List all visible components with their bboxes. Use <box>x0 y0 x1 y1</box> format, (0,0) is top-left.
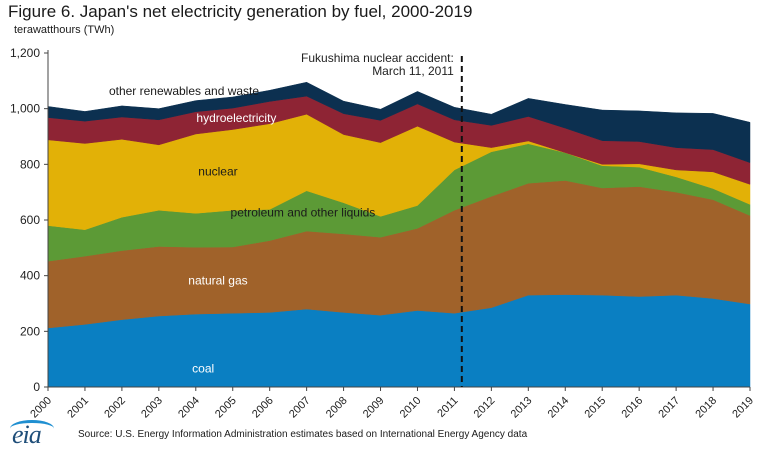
x-tick-label: 2014 <box>546 395 572 421</box>
series-label: petroleum and other liquids <box>231 205 376 219</box>
x-tick-label: 2001 <box>65 395 91 421</box>
x-tick-label: 2015 <box>583 395 609 421</box>
x-tick-label: 2019 <box>730 395 756 421</box>
x-tick-label: 2011 <box>435 395 460 420</box>
series-label: coal <box>192 361 214 375</box>
series-labels-group: coal natural gas petroleum and other liqui… <box>109 84 375 375</box>
source-note: Source: U.S. Energy Information Administ… <box>78 429 528 440</box>
chart-title: Figure 6. Japan's net electricity genera… <box>8 2 473 21</box>
x-tick-label: 2007 <box>287 395 313 421</box>
x-tick-label: 2002 <box>102 395 128 421</box>
x-tick-label: 2004 <box>176 395 202 421</box>
x-tick-label: 2016 <box>619 395 645 421</box>
x-tick-label: 2013 <box>509 395 535 421</box>
y-tick-label: 600 <box>20 213 40 227</box>
y-tick-label: 1,000 <box>10 102 40 116</box>
x-tick-label: 2008 <box>324 395 350 421</box>
series-label: nuclear <box>198 164 237 178</box>
x-tick-label: 2000 <box>28 395 54 421</box>
x-tick-label: 2012 <box>472 395 498 421</box>
x-tick-label: 2018 <box>693 395 719 421</box>
x-tick-label: 2010 <box>398 395 424 421</box>
annotation-text: March 11, 2011 <box>372 64 454 78</box>
y-axis-unit: terawatthours (TWh) <box>14 24 115 36</box>
x-tick-label: 2017 <box>656 395 682 421</box>
annotation-group: Fukushima nuclear accident:March 11, 201… <box>301 51 463 387</box>
x-tick-label: 2003 <box>139 395 165 421</box>
x-tick-label: 2009 <box>361 395 387 421</box>
area-other-renewables-and-waste <box>47 81 751 164</box>
y-tick-label: 1,200 <box>10 46 40 60</box>
annotation-text: Fukushima nuclear accident: <box>301 51 454 65</box>
eia-logo-arc <box>10 420 54 437</box>
x-tick-label: 2006 <box>250 395 276 421</box>
eia-logo: eia <box>12 420 42 449</box>
series-label: hydroelectricity <box>196 111 276 125</box>
y-tick-label: 200 <box>20 324 40 338</box>
area-series-group <box>47 81 751 388</box>
y-tick-label: 400 <box>20 269 40 283</box>
series-label: other renewables and waste <box>109 84 259 98</box>
y-tick-label: 0 <box>33 380 40 394</box>
y-tick-label: 800 <box>20 157 40 171</box>
x-tick-label: 2005 <box>213 395 239 421</box>
series-label: natural gas <box>188 273 247 287</box>
